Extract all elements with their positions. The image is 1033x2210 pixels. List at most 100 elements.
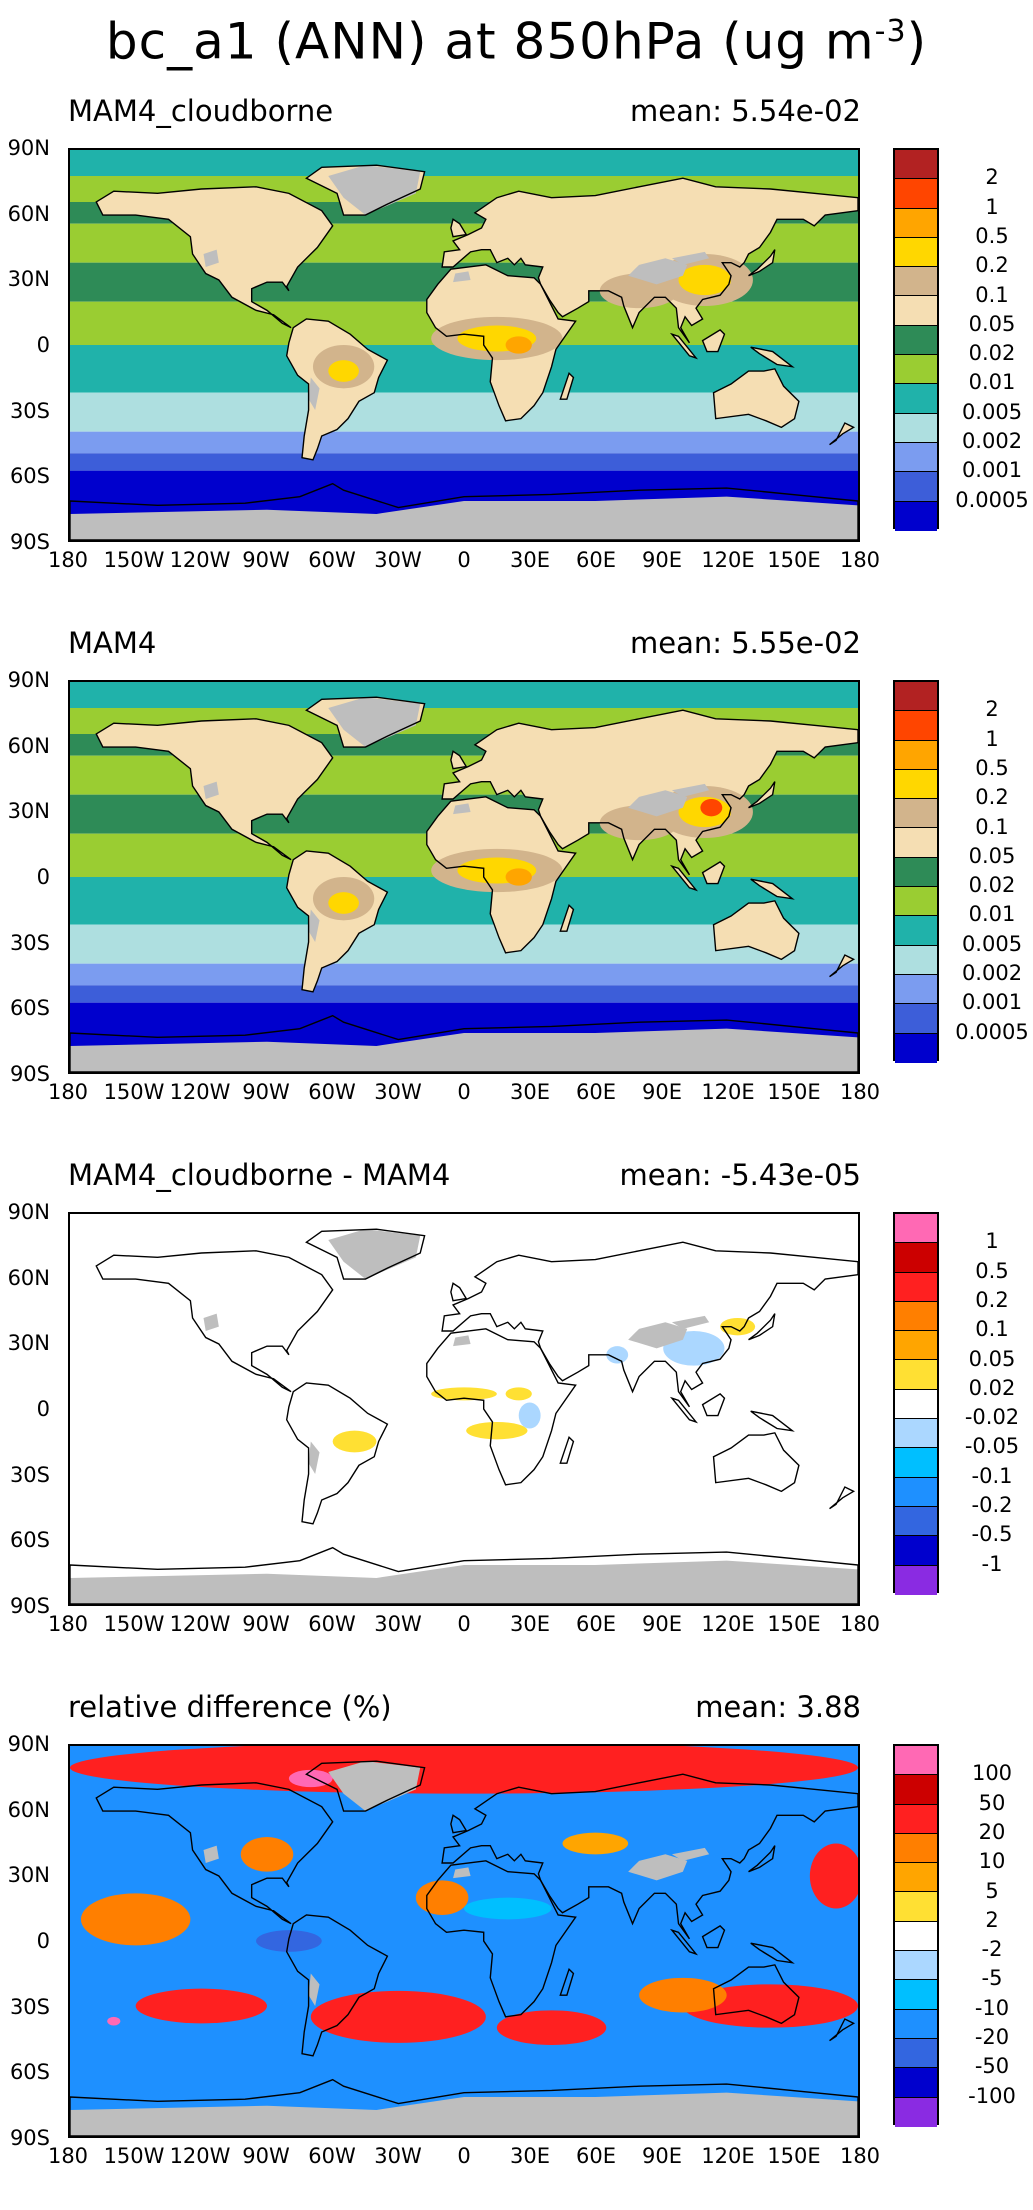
colorbar <box>893 1212 939 1595</box>
colorbar-label: -50 <box>974 2054 1010 2079</box>
peak-region <box>505 336 532 354</box>
coastline <box>701 860 726 885</box>
longitude-tick-label: 180 <box>839 1612 881 1636</box>
longitude-tick-label: 150W <box>103 1080 165 1104</box>
land-fill <box>442 178 858 343</box>
longitude-tick-label: 150W <box>103 1612 165 1636</box>
peak-region <box>700 799 723 817</box>
colorbar-swatch <box>895 945 937 975</box>
coastline <box>701 1392 726 1417</box>
missing-data-area <box>70 1028 858 1072</box>
positive-anomaly <box>505 1387 532 1401</box>
map-svg <box>70 1214 858 1604</box>
longitude-tick-label: 60W <box>308 1080 356 1104</box>
coastline <box>559 371 575 400</box>
latitude-tick-label: 0 <box>36 1397 50 1421</box>
longitude-tick-label: 90W <box>242 1080 290 1104</box>
colorbar-swatch <box>895 916 937 946</box>
coastline <box>669 1396 699 1424</box>
latitude-tick-label: 30N <box>7 267 50 292</box>
colorbar-label: -2 <box>981 1937 1003 1962</box>
colorbar-swatch <box>895 442 937 473</box>
panel-mean: mean: 5.55e-02 <box>629 626 861 660</box>
positive-anomaly <box>415 1880 469 1915</box>
coastline <box>441 177 858 344</box>
colorbar-label: 0.005 <box>961 931 1023 956</box>
land-fill <box>450 751 467 769</box>
map-svg <box>70 682 858 1072</box>
colorbar-label: -0.05 <box>964 1434 1020 1459</box>
longitude-tick-label: 180 <box>47 2144 89 2168</box>
positive-anomaly <box>135 1988 267 2024</box>
panel-title: MAM4_cloudborne <box>68 94 334 128</box>
map-panel: MAM4 mean: 5.55e-02 90N 60N 30N 0 30S 60S 90S 180… <box>0 626 1033 1146</box>
colorbar-swatch <box>895 1214 937 1244</box>
land-fill <box>702 329 725 352</box>
coastline <box>305 1760 426 1812</box>
coastline <box>70 1546 858 1604</box>
latitude-tick-label: 30S <box>9 398 50 423</box>
map-svg <box>70 1746 858 2136</box>
colorbar-label: 20 <box>978 1819 1006 1844</box>
latitude-tick-label: 60N <box>7 1797 50 1822</box>
longitude-tick-label: 120E <box>701 1612 755 1636</box>
coastline <box>701 1924 726 1949</box>
colorbar-label: -0.02 <box>964 1405 1020 1430</box>
longitude-tick-label: 30E <box>510 2144 550 2168</box>
missing-data-area <box>671 1315 710 1329</box>
colorbar <box>893 1744 939 2127</box>
colorbar-swatch <box>895 1804 937 1834</box>
longitude-tick-label: 120E <box>701 2144 755 2168</box>
longitude-tick-label: 180 <box>47 1612 89 1636</box>
colorbar <box>893 680 939 1063</box>
missing-data-area <box>328 1229 421 1280</box>
coastline <box>285 1914 389 2057</box>
coastline <box>669 332 699 360</box>
colorbar-label: 0.002 <box>961 961 1023 986</box>
colorbar-label: 10 <box>978 1849 1006 1874</box>
coastline <box>829 2018 856 2042</box>
positive-anomaly <box>80 1893 191 1946</box>
longitude-tick-label: 90E <box>642 548 682 572</box>
longitude-tick-label: 30E <box>510 1080 550 1104</box>
missing-data-area <box>328 1761 421 1812</box>
map-svg <box>70 150 858 540</box>
colorbar-label: -100 <box>968 2083 1016 2108</box>
coastline <box>712 368 800 429</box>
colorbar-swatch <box>895 150 937 180</box>
coastline <box>701 328 726 353</box>
colorbar-swatch <box>895 1360 937 1390</box>
high-region <box>328 360 359 382</box>
colorbar-swatch <box>895 1746 937 1776</box>
longitude-tick-label: 30W <box>374 548 422 572</box>
longitude-tick-label: 90W <box>242 2144 290 2168</box>
longitude-tick-label: 150W <box>103 548 165 572</box>
colorbar-label: 50 <box>978 1790 1006 1815</box>
colorbar-swatch <box>895 1951 937 1981</box>
positive-anomaly <box>240 1837 294 1872</box>
latitude-tick-label: 60N <box>7 733 50 758</box>
land-fill <box>750 879 793 899</box>
concentration-band <box>70 431 858 454</box>
colorbar-swatch <box>895 828 937 858</box>
positive-anomaly <box>431 1387 497 1401</box>
longitude-tick-label: 60W <box>308 2144 356 2168</box>
latitude-tick-label: 60S <box>9 996 50 1021</box>
latitude-tick-label: 30N <box>7 1863 50 1888</box>
longitude-tick-label: 180 <box>839 2144 881 2168</box>
coastline <box>712 1432 800 1493</box>
colorbar-swatch <box>895 1775 937 1805</box>
colorbar-label: -10 <box>974 1995 1010 2020</box>
colorbar-swatch <box>895 1004 937 1034</box>
colorbar-swatch <box>895 1272 937 1302</box>
longitude-tick-label: 90E <box>642 2144 682 2168</box>
colorbar-swatch <box>895 1448 937 1478</box>
coastline <box>70 1014 858 1072</box>
missing-data-area <box>453 803 471 815</box>
colorbar-label: -0.2 <box>971 1493 1013 1518</box>
coastline <box>441 1773 858 1940</box>
colorbar-swatch <box>895 267 937 297</box>
concentration-band <box>70 682 858 708</box>
land-fill <box>702 861 725 884</box>
coastline <box>426 1860 577 2018</box>
